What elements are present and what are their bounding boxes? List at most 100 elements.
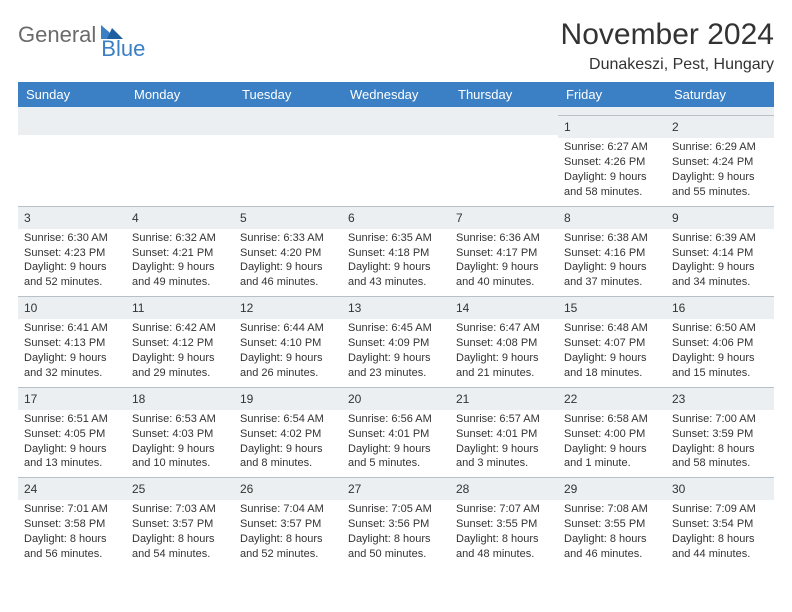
day-number: 23 bbox=[666, 387, 774, 410]
sunrise-line: Sunrise: 6:48 AM bbox=[564, 321, 660, 336]
weekday-header: Thursday bbox=[450, 82, 558, 107]
day-content-blank bbox=[342, 135, 450, 193]
sunset-line: Sunset: 3:56 PM bbox=[348, 517, 444, 532]
week-row: 10Sunrise: 6:41 AMSunset: 4:13 PMDayligh… bbox=[18, 296, 774, 387]
day-content: Sunrise: 7:05 AMSunset: 3:56 PMDaylight:… bbox=[342, 500, 450, 567]
calendar-table: Sunday Monday Tuesday Wednesday Thursday… bbox=[18, 82, 774, 568]
daylight-line: Daylight: 9 hours and 15 minutes. bbox=[672, 351, 768, 381]
logo: General Blue bbox=[18, 18, 167, 48]
day-content: Sunrise: 6:51 AMSunset: 4:05 PMDaylight:… bbox=[18, 410, 126, 477]
day-cell: 4Sunrise: 6:32 AMSunset: 4:21 PMDaylight… bbox=[126, 206, 234, 297]
day-number-blank bbox=[450, 115, 558, 135]
day-content: Sunrise: 6:44 AMSunset: 4:10 PMDaylight:… bbox=[234, 319, 342, 386]
sunset-line: Sunset: 4:26 PM bbox=[564, 155, 660, 170]
sunset-line: Sunset: 4:03 PM bbox=[132, 427, 228, 442]
day-cell: 5Sunrise: 6:33 AMSunset: 4:20 PMDaylight… bbox=[234, 206, 342, 297]
day-content: Sunrise: 7:00 AMSunset: 3:59 PMDaylight:… bbox=[666, 410, 774, 477]
sunrise-line: Sunrise: 7:04 AM bbox=[240, 502, 336, 517]
day-cell: 19Sunrise: 6:54 AMSunset: 4:02 PMDayligh… bbox=[234, 387, 342, 478]
sunset-line: Sunset: 4:00 PM bbox=[564, 427, 660, 442]
sunset-line: Sunset: 3:57 PM bbox=[132, 517, 228, 532]
sunrise-line: Sunrise: 6:44 AM bbox=[240, 321, 336, 336]
day-cell: 21Sunrise: 6:57 AMSunset: 4:01 PMDayligh… bbox=[450, 387, 558, 478]
daylight-line: Daylight: 9 hours and 55 minutes. bbox=[672, 170, 768, 200]
day-number: 18 bbox=[126, 387, 234, 410]
day-cell: 3Sunrise: 6:30 AMSunset: 4:23 PMDaylight… bbox=[18, 206, 126, 297]
sunrise-line: Sunrise: 6:35 AM bbox=[348, 231, 444, 246]
daylight-line: Daylight: 8 hours and 52 minutes. bbox=[240, 532, 336, 562]
sunrise-line: Sunrise: 7:08 AM bbox=[564, 502, 660, 517]
day-number: 27 bbox=[342, 477, 450, 500]
day-content: Sunrise: 7:09 AMSunset: 3:54 PMDaylight:… bbox=[666, 500, 774, 567]
daylight-line: Daylight: 8 hours and 48 minutes. bbox=[456, 532, 552, 562]
sunset-line: Sunset: 3:54 PM bbox=[672, 517, 768, 532]
sunrise-line: Sunrise: 6:47 AM bbox=[456, 321, 552, 336]
day-cell: 12Sunrise: 6:44 AMSunset: 4:10 PMDayligh… bbox=[234, 296, 342, 387]
sunrise-line: Sunrise: 6:30 AM bbox=[24, 231, 120, 246]
day-content: Sunrise: 7:01 AMSunset: 3:58 PMDaylight:… bbox=[18, 500, 126, 567]
sunset-line: Sunset: 4:01 PM bbox=[456, 427, 552, 442]
daylight-line: Daylight: 9 hours and 26 minutes. bbox=[240, 351, 336, 381]
sunrise-line: Sunrise: 6:51 AM bbox=[24, 412, 120, 427]
logo-text-general: General bbox=[18, 22, 96, 48]
sunset-line: Sunset: 4:14 PM bbox=[672, 246, 768, 261]
daylight-line: Daylight: 9 hours and 46 minutes. bbox=[240, 260, 336, 290]
day-number: 11 bbox=[126, 296, 234, 319]
day-cell: 28Sunrise: 7:07 AMSunset: 3:55 PMDayligh… bbox=[450, 477, 558, 568]
day-cell: 22Sunrise: 6:58 AMSunset: 4:00 PMDayligh… bbox=[558, 387, 666, 478]
sunset-line: Sunset: 4:01 PM bbox=[348, 427, 444, 442]
day-number-blank bbox=[342, 115, 450, 135]
daylight-line: Daylight: 9 hours and 58 minutes. bbox=[564, 170, 660, 200]
daylight-line: Daylight: 9 hours and 32 minutes. bbox=[24, 351, 120, 381]
day-number: 4 bbox=[126, 206, 234, 229]
day-content: Sunrise: 7:08 AMSunset: 3:55 PMDaylight:… bbox=[558, 500, 666, 567]
day-number: 17 bbox=[18, 387, 126, 410]
sunrise-line: Sunrise: 6:53 AM bbox=[132, 412, 228, 427]
day-content: Sunrise: 6:39 AMSunset: 4:14 PMDaylight:… bbox=[666, 229, 774, 296]
day-content: Sunrise: 6:33 AMSunset: 4:20 PMDaylight:… bbox=[234, 229, 342, 296]
day-cell bbox=[126, 115, 234, 206]
title-block: November 2024 Dunakeszi, Pest, Hungary bbox=[561, 18, 774, 74]
day-content: Sunrise: 6:53 AMSunset: 4:03 PMDaylight:… bbox=[126, 410, 234, 477]
sunset-line: Sunset: 4:23 PM bbox=[24, 246, 120, 261]
sunrise-line: Sunrise: 7:01 AM bbox=[24, 502, 120, 517]
day-number: 20 bbox=[342, 387, 450, 410]
day-content: Sunrise: 6:29 AMSunset: 4:24 PMDaylight:… bbox=[666, 138, 774, 205]
day-number: 6 bbox=[342, 206, 450, 229]
sunrise-line: Sunrise: 6:57 AM bbox=[456, 412, 552, 427]
day-cell: 7Sunrise: 6:36 AMSunset: 4:17 PMDaylight… bbox=[450, 206, 558, 297]
sunrise-line: Sunrise: 6:38 AM bbox=[564, 231, 660, 246]
day-cell: 9Sunrise: 6:39 AMSunset: 4:14 PMDaylight… bbox=[666, 206, 774, 297]
sunset-line: Sunset: 4:13 PM bbox=[24, 336, 120, 351]
sunset-line: Sunset: 3:57 PM bbox=[240, 517, 336, 532]
day-cell: 15Sunrise: 6:48 AMSunset: 4:07 PMDayligh… bbox=[558, 296, 666, 387]
day-number: 9 bbox=[666, 206, 774, 229]
day-number-blank bbox=[126, 115, 234, 135]
day-cell: 29Sunrise: 7:08 AMSunset: 3:55 PMDayligh… bbox=[558, 477, 666, 568]
sunset-line: Sunset: 4:07 PM bbox=[564, 336, 660, 351]
day-cell: 6Sunrise: 6:35 AMSunset: 4:18 PMDaylight… bbox=[342, 206, 450, 297]
day-content: Sunrise: 6:41 AMSunset: 4:13 PMDaylight:… bbox=[18, 319, 126, 386]
day-number: 3 bbox=[18, 206, 126, 229]
sunset-line: Sunset: 3:55 PM bbox=[456, 517, 552, 532]
day-cell: 8Sunrise: 6:38 AMSunset: 4:16 PMDaylight… bbox=[558, 206, 666, 297]
daylight-line: Daylight: 9 hours and 18 minutes. bbox=[564, 351, 660, 381]
sunrise-line: Sunrise: 6:32 AM bbox=[132, 231, 228, 246]
logo-text-blue: Blue bbox=[101, 36, 145, 62]
day-cell bbox=[18, 115, 126, 206]
day-cell: 13Sunrise: 6:45 AMSunset: 4:09 PMDayligh… bbox=[342, 296, 450, 387]
day-content: Sunrise: 6:38 AMSunset: 4:16 PMDaylight:… bbox=[558, 229, 666, 296]
week-row: 1Sunrise: 6:27 AMSunset: 4:26 PMDaylight… bbox=[18, 115, 774, 206]
day-cell: 26Sunrise: 7:04 AMSunset: 3:57 PMDayligh… bbox=[234, 477, 342, 568]
daylight-line: Daylight: 8 hours and 54 minutes. bbox=[132, 532, 228, 562]
day-number: 16 bbox=[666, 296, 774, 319]
daylight-line: Daylight: 9 hours and 37 minutes. bbox=[564, 260, 660, 290]
day-cell bbox=[450, 115, 558, 206]
day-cell: 17Sunrise: 6:51 AMSunset: 4:05 PMDayligh… bbox=[18, 387, 126, 478]
daylight-line: Daylight: 9 hours and 8 minutes. bbox=[240, 442, 336, 472]
page-title: November 2024 bbox=[561, 18, 774, 52]
sunset-line: Sunset: 4:06 PM bbox=[672, 336, 768, 351]
daylight-line: Daylight: 9 hours and 23 minutes. bbox=[348, 351, 444, 381]
day-content: Sunrise: 7:04 AMSunset: 3:57 PMDaylight:… bbox=[234, 500, 342, 567]
daylight-line: Daylight: 9 hours and 21 minutes. bbox=[456, 351, 552, 381]
